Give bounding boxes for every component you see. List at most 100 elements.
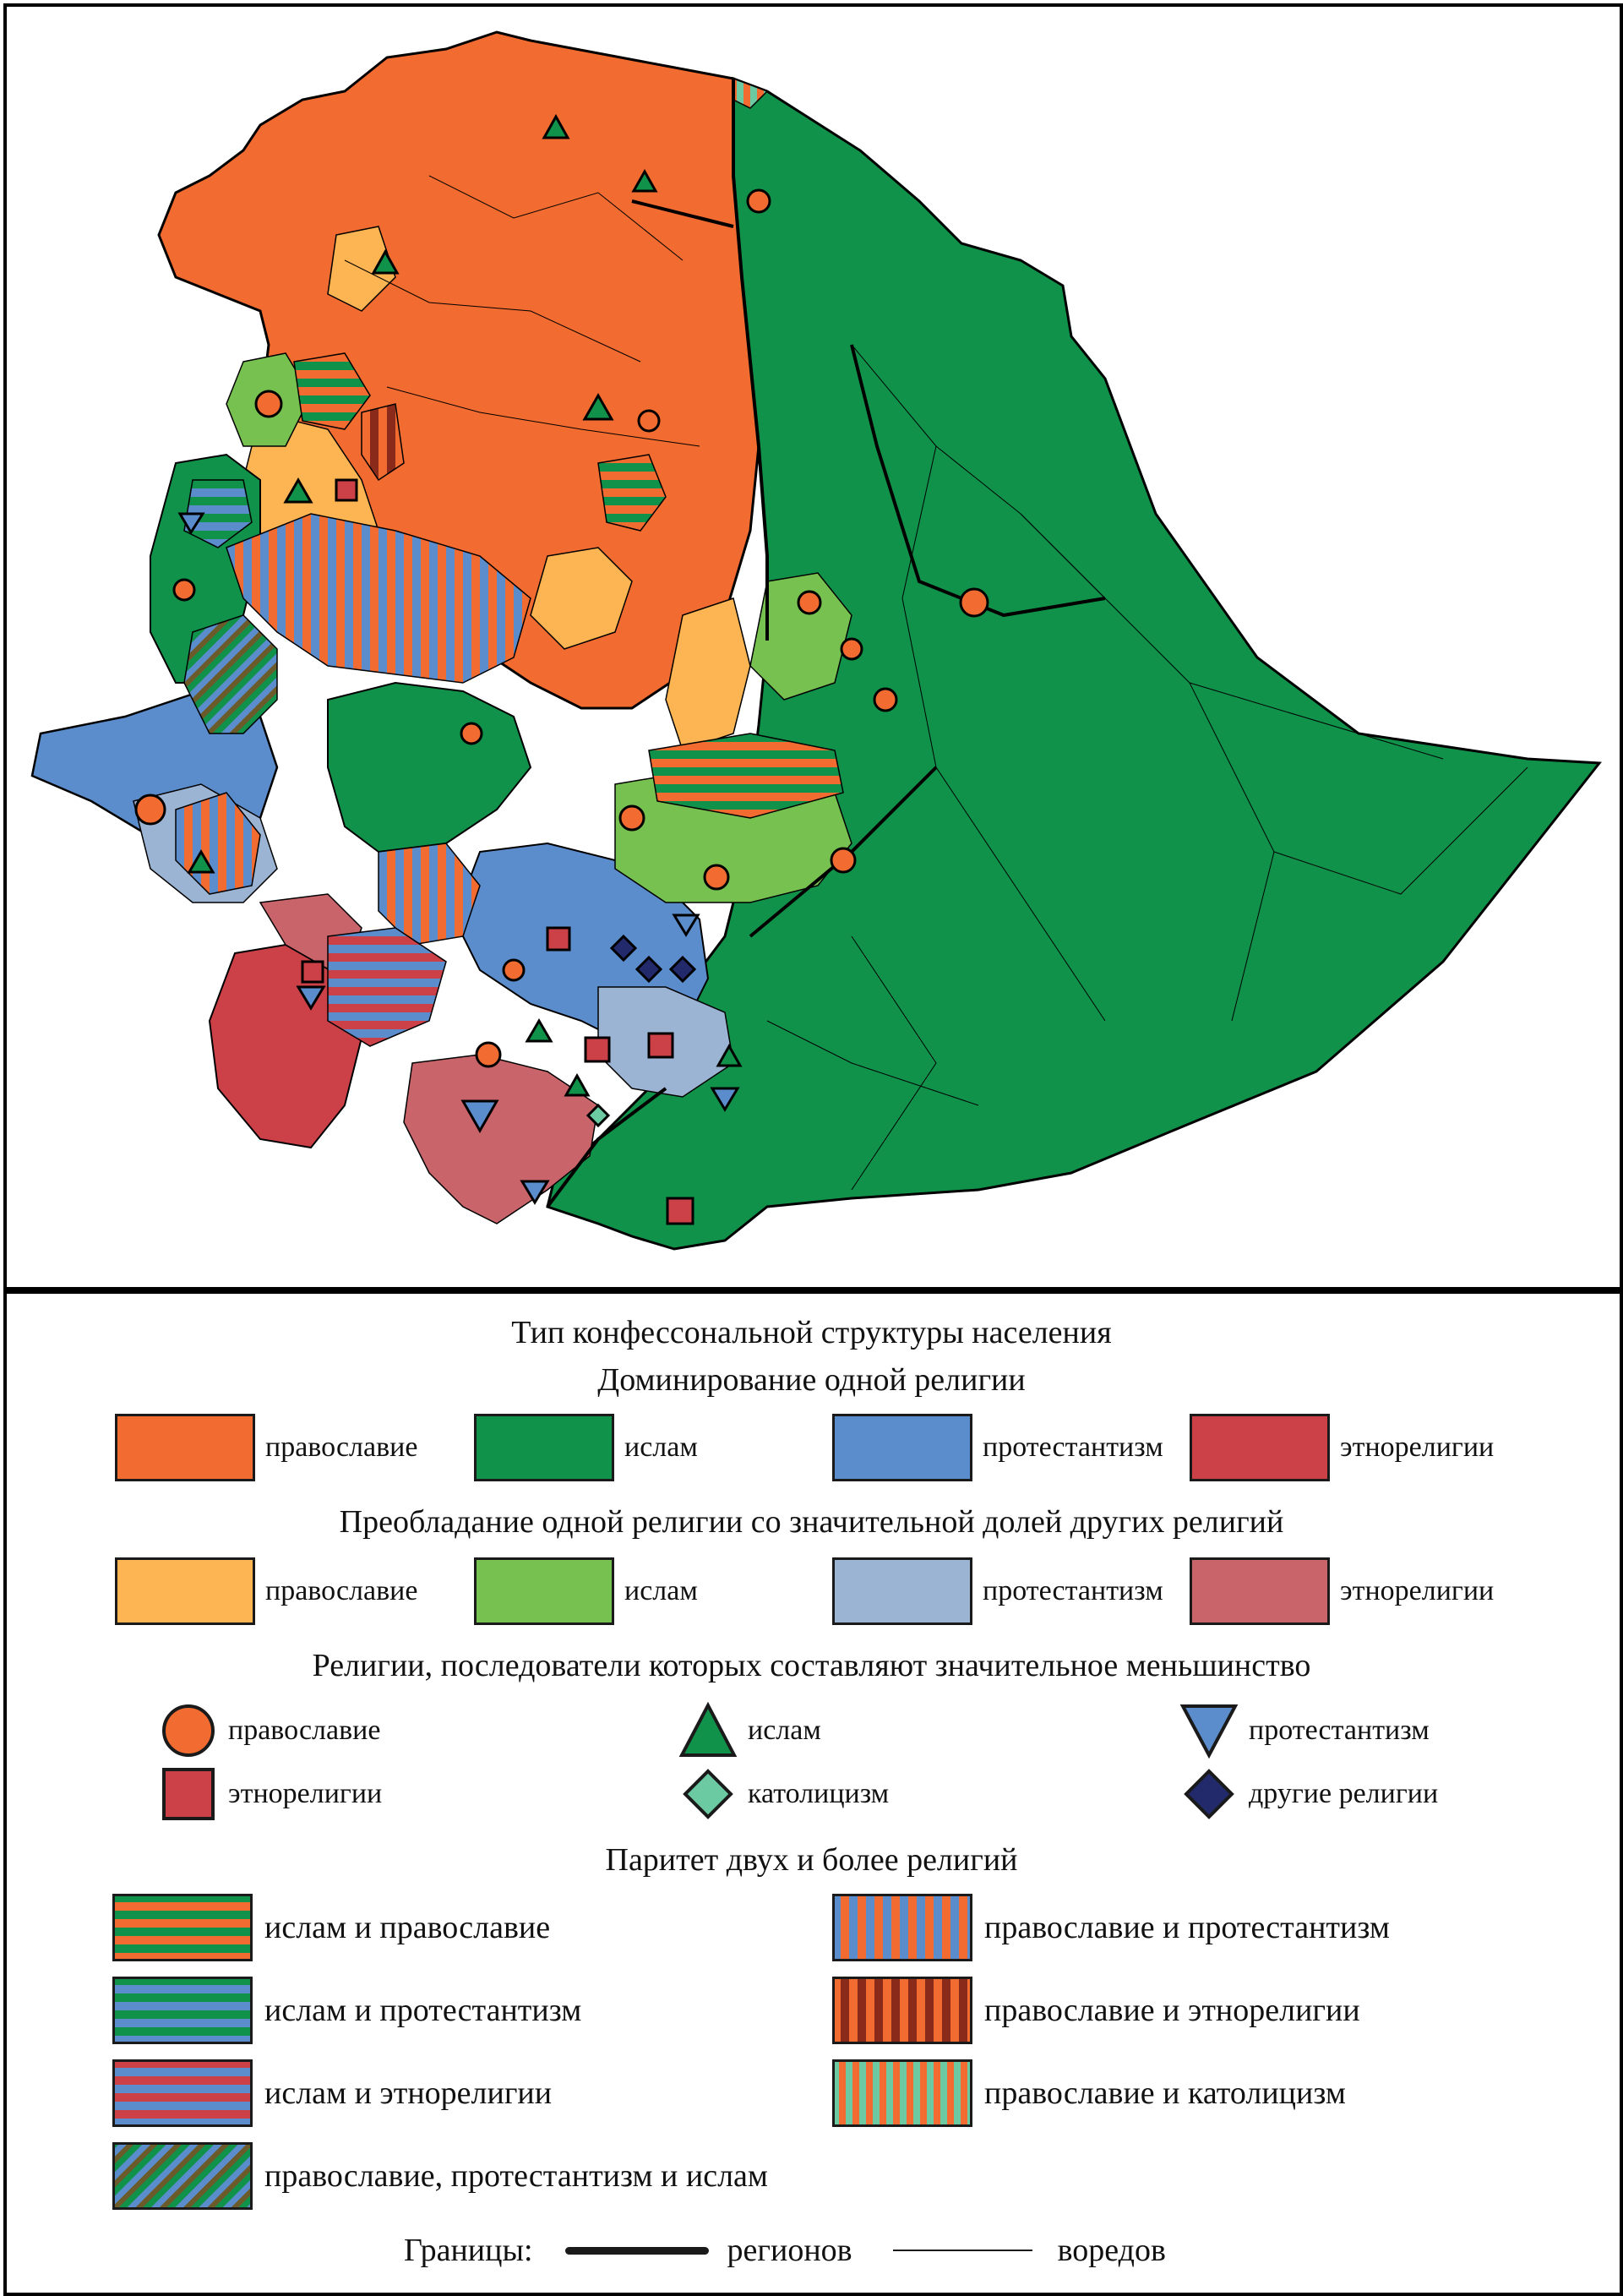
figure-frame <box>3 3 1623 2296</box>
blue-inverted-triangle-icon <box>1179 1704 1239 1759</box>
legend-item-parity-orthodoxy-protestantism: православие и протестантизм <box>832 1892 1390 1963</box>
legend-label: православие <box>265 1432 418 1463</box>
swatch-ethnoreligion-dominant <box>1190 1414 1330 1481</box>
legend-title: Тип конфессональной структуры населения <box>511 1315 1112 1350</box>
protestantism-minority-marker <box>177 512 205 535</box>
predominance-heading: Преобладание одной религии со значительн… <box>339 1504 1284 1540</box>
other-religions-minority-marker <box>634 955 663 984</box>
region-parity-islam-ethnoreligion <box>327 927 447 1047</box>
catholicism-minority-marker <box>585 1103 611 1128</box>
protestantism-minority-marker <box>672 913 700 937</box>
legend-item-minority-other: другие религии <box>1179 1759 1438 1830</box>
orthodoxy-minority-marker <box>797 590 822 615</box>
orthodoxy-minority-marker <box>959 587 989 618</box>
legend-label: этнорелигии <box>1340 1575 1495 1606</box>
region-islam-center <box>327 681 532 854</box>
other-religions-minority-marker <box>668 955 697 984</box>
legend-label: ислам <box>748 1715 821 1746</box>
region-islam-east <box>546 76 1602 1251</box>
legend-label: православие и католицизм <box>984 2075 1346 2111</box>
legend-item-parity-islam-ethnoreligion: ислам и этнорелигии <box>112 2058 552 2129</box>
swatch-orthodoxy-protestantism-islam <box>112 2142 253 2210</box>
protestantism-minority-marker <box>520 1180 550 1205</box>
region-borders <box>546 79 1106 1208</box>
islam-minority-marker <box>187 849 215 874</box>
legend-item-predominance-protestantism: протестантизм <box>832 1556 1163 1627</box>
region-orthodoxy-predominant-east <box>665 597 751 751</box>
islam-minority-marker <box>542 113 570 139</box>
legend-label: протестантизм <box>983 1575 1163 1606</box>
legend-item-parity-tri-religion: православие, протестантизм и ислам <box>112 2141 768 2211</box>
legend-item-dominance-orthodoxy: православие <box>115 1412 417 1483</box>
islam-minority-marker <box>371 248 400 275</box>
orthodoxy-minority-marker <box>460 722 483 745</box>
islam-minority-marker <box>582 392 614 421</box>
ethnoreligion-minority-marker <box>546 926 571 952</box>
swatch-islam-predominant <box>474 1557 614 1625</box>
orthodoxy-minority-marker <box>703 864 730 891</box>
ethnoreligion-minority-marker <box>584 1036 611 1063</box>
swatch-protestantism-predominant <box>832 1557 972 1625</box>
woredas-border-label: воредов <box>1057 2233 1166 2268</box>
legend-label: другие религии <box>1249 1778 1439 1809</box>
orthodoxy-minority-marker <box>840 637 863 661</box>
legend-item-minority-islam: ислам <box>678 1695 821 1766</box>
minority-symbols <box>134 113 989 1225</box>
borders-heading: Границы: <box>404 2233 533 2268</box>
islam-minority-marker <box>631 168 658 193</box>
legend-item-borders: Границы: регионов воредов <box>404 2215 1166 2286</box>
swatch-ethnoreligion-predominant <box>1190 1557 1330 1625</box>
swatch-orthodoxy-dominant <box>115 1414 255 1481</box>
regions-border-label: регионов <box>727 2233 852 2268</box>
legend-label: ислам <box>624 1432 698 1463</box>
orthodoxy-minority-marker <box>134 794 166 826</box>
legend-label: православие, протестантизм и ислам <box>264 2158 768 2194</box>
orthodoxy-minority-marker <box>873 687 898 712</box>
legend-item-parity-orthodoxy-ethnoreligion: православие и этнорелигии <box>832 1975 1360 2046</box>
legend-label: ислам <box>624 1575 698 1606</box>
ethiopia-map <box>30 30 1602 1251</box>
legend-item-dominance-protestantism: протестантизм <box>832 1412 1163 1483</box>
orthodoxy-minority-marker <box>618 804 645 832</box>
islam-minority-marker <box>716 1043 743 1067</box>
legend-label: протестантизм <box>1249 1715 1430 1746</box>
swatch-orthodoxy-catholicism <box>832 2059 972 2127</box>
green-triangle-icon <box>678 1701 738 1757</box>
swatch-orthodoxy-predominant <box>115 1557 255 1625</box>
swatch-islam-ethnoreligion <box>112 2059 253 2127</box>
islam-minority-marker <box>525 1018 553 1043</box>
protestantism-minority-marker <box>460 1099 499 1134</box>
legend: Тип конфессональной структуры населения … <box>7 1294 1616 2289</box>
legend-item-dominance-islam: ислам <box>474 1412 698 1483</box>
legend-item-dominance-ethnoreligion: этнорелигии <box>1190 1412 1494 1483</box>
region-parity-islam-orthodoxy-north <box>597 454 667 532</box>
legend-label: протестантизм <box>983 1432 1163 1463</box>
region-parity-islam-orthodoxy-nw <box>293 352 371 430</box>
swatch-islam-dominant <box>474 1414 614 1481</box>
legend-item-predominance-islam: ислам <box>474 1556 698 1627</box>
ethnoreligion-minority-marker <box>647 1032 674 1059</box>
legend-item-parity-islam-protestantism: ислам и протестантизм <box>112 1975 581 2046</box>
region-parity-orthodoxy-ethnoreligion <box>361 403 405 482</box>
swatch-orthodoxy-protestantism <box>832 1894 972 1961</box>
legend-label: ислам и этнорелигии <box>264 2075 553 2111</box>
orthodoxy-minority-marker <box>502 958 526 982</box>
legend-label: православие и протестантизм <box>984 1910 1390 1945</box>
swatch-islam-orthodoxy <box>112 1894 253 1961</box>
islam-minority-marker <box>283 477 313 504</box>
legend-label: католицизм <box>748 1778 890 1809</box>
region-ethnoreligion-predominant-south <box>403 1054 599 1224</box>
orthodoxy-minority-marker <box>637 409 661 433</box>
minority-heading: Религии, последователи которых составляю… <box>312 1648 1311 1683</box>
orthodoxy-minority-marker <box>172 578 196 602</box>
legend-label: этнорелигии <box>1340 1432 1495 1463</box>
orange-circle-icon <box>162 1704 215 1757</box>
swatch-protestantism-dominant <box>832 1414 972 1481</box>
legend-item-minority-ethnoreligion: этнорелигии <box>159 1759 382 1830</box>
protestantism-minority-marker <box>296 985 326 1011</box>
red-square-icon <box>162 1768 215 1820</box>
islam-minority-marker <box>564 1072 591 1097</box>
legend-item-predominance-ethnoreligion: этнорелигии <box>1190 1556 1494 1627</box>
legend-item-minority-orthodoxy: православие <box>159 1695 380 1766</box>
orthodoxy-minority-marker <box>830 847 857 874</box>
